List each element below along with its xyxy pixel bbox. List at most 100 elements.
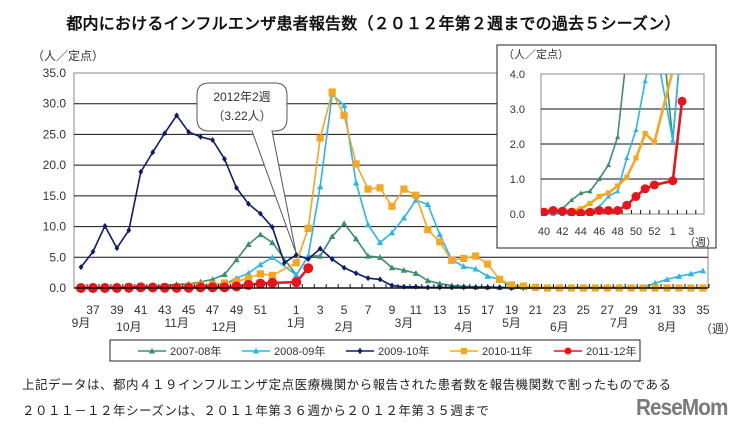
data-point [209,276,216,282]
data-point [353,270,359,277]
data-point [114,245,120,252]
month-label: 9月 [72,316,91,330]
x-tick-label: 43 [158,303,172,317]
y-tick-label: 10.0 [43,220,67,234]
data-point [649,180,659,190]
data-point [317,245,323,252]
data-point [304,224,312,233]
x-tick-label: 47 [206,303,220,317]
legend-item: 2007-08年 [138,344,221,358]
y-tick-label: 20.0 [43,158,67,172]
legend-label: 2011-12年 [586,344,637,358]
data-point [376,254,384,260]
data-point [622,200,632,210]
data-point [291,277,302,288]
data-point [317,252,324,259]
inset-y-tick-label: 3.0 [510,104,525,116]
footer-note-2: ２０１１－１２年シーズンは、２０１１年第３６週から２０１２年第３５週まで [22,403,490,418]
data-point [448,256,456,264]
callout: 2012年2週 （3.22人） [196,82,297,254]
month-label: 2月 [335,320,354,334]
x-tick-label: 9 [389,303,396,317]
data-point [679,29,684,34]
data-point [519,282,528,290]
month-label: 5月 [502,316,521,330]
data-point [222,156,227,162]
data-point [376,184,384,192]
data-point [605,190,611,196]
inset-x-tick-label: 40 [538,226,550,238]
data-point [210,136,215,143]
data-point [436,231,443,238]
data-point [293,271,300,278]
data-point [329,256,335,263]
data-point [340,220,348,227]
data-point [679,29,684,34]
x-tick-label: 15 [457,303,471,317]
legend-item: 2010-11年 [450,344,533,358]
data-point [424,226,432,234]
data-point [412,191,420,199]
x-tick-label: 25 [577,303,591,317]
legend-marker-icon [564,347,572,355]
data-point [255,278,266,289]
legend-label: 2009-10年 [378,344,429,358]
data-point [484,260,492,268]
data-point [256,270,264,278]
data-point [245,241,252,247]
month-label: 8月 [658,320,677,334]
data-point [174,112,180,119]
data-point [388,229,396,236]
data-point [258,210,263,217]
data-point [364,185,372,193]
data-point [557,206,567,216]
data-point [388,264,396,271]
data-point [316,134,324,142]
data-point [576,208,586,216]
data-point [594,206,604,215]
data-point [633,127,639,133]
data-point [293,251,299,258]
data-point [460,254,468,263]
data-point [587,188,593,194]
month-label: 6月 [550,320,569,334]
data-point [484,273,491,279]
data-point [341,264,347,271]
legend-label: 2007-08年 [170,344,221,358]
data-point [578,190,584,196]
legend-marker-icon [252,347,260,354]
data-point [671,22,675,27]
resemom-logo: ReseMom [636,394,728,420]
data-point [244,274,253,282]
x-tick-label: 1 [293,303,300,317]
x-tick-label: 45 [182,303,196,317]
data-point [78,264,84,271]
inset-y-axis-unit: （人／定点） [503,47,569,61]
callout-week: 2012年2週 [213,90,270,104]
data-point [436,280,443,287]
data-point [567,207,577,216]
inset-x-tick-label: 48 [611,226,623,238]
inset-chart: （人／定点） 0.0 1.0 2.0 3.0 4.0 40 42 44 46 48 50 52 1 3 （… [496,22,717,249]
inset-x-axis-unit: （週） [684,236,717,249]
data-point [585,207,595,216]
data-point [687,270,695,277]
data-point [587,200,593,207]
data-point [90,248,96,255]
data-point [668,176,678,186]
data-point [257,261,264,268]
data-point [233,256,240,263]
data-point [400,214,408,221]
data-point [412,270,420,276]
inset-x-tick-label: 44 [575,226,587,238]
data-point [231,281,242,292]
data-point [663,276,671,282]
data-point [400,185,408,193]
x-tick-label: 31 [648,303,662,317]
x-tick-label: 23 [553,303,567,317]
data-point [424,201,432,208]
data-point [615,134,621,140]
month-label: 4月 [454,320,473,334]
data-point [269,239,276,246]
data-point [281,259,287,266]
